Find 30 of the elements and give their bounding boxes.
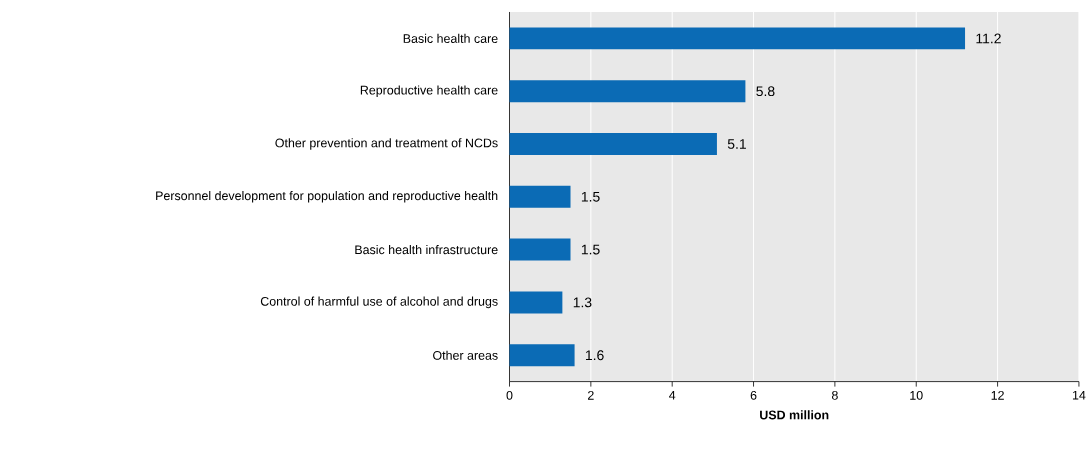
y-tick-label: Other areas — [433, 350, 498, 361]
y-tick-label: Control of harmful use of alcohol and drugs — [260, 296, 498, 309]
y-tick-label: Basic health infrastructure — [355, 245, 498, 255]
y-tick-label: Personnel development for population and reproductive health — [156, 191, 498, 203]
x-tick-label: 12 — [991, 391, 1004, 400]
bar — [509, 344, 575, 367]
data-label: 1.5 — [581, 192, 600, 202]
bar — [509, 238, 571, 261]
data-label: 1.5 — [581, 244, 600, 255]
x-tick-label: 14 — [1072, 391, 1086, 400]
y-tick-label: Basic health care — [403, 34, 498, 44]
data-label: 11.2 — [976, 33, 1001, 44]
bar — [509, 27, 966, 50]
x-tick-label: 2 — [588, 391, 594, 400]
data-label: 1.3 — [573, 297, 592, 308]
x-tick-label: 8 — [831, 391, 838, 400]
data-label: 5.8 — [756, 86, 775, 97]
bar — [509, 291, 563, 314]
x-tick-label: 4 — [669, 391, 676, 400]
y-tick-label: Reproductive health care — [360, 85, 498, 98]
bar — [509, 133, 717, 156]
x-tick-label: 6 — [750, 391, 757, 400]
bar — [509, 80, 746, 103]
data-label: 1.6 — [585, 350, 604, 361]
y-tick-label: Other prevention and treatment of NCDs — [275, 138, 498, 151]
bar — [509, 186, 571, 209]
x-axis-title: USD million — [760, 410, 829, 420]
x-tick-label: 10 — [910, 391, 923, 400]
x-tick-label: 0 — [506, 391, 513, 400]
data-label: 5.1 — [727, 139, 746, 150]
